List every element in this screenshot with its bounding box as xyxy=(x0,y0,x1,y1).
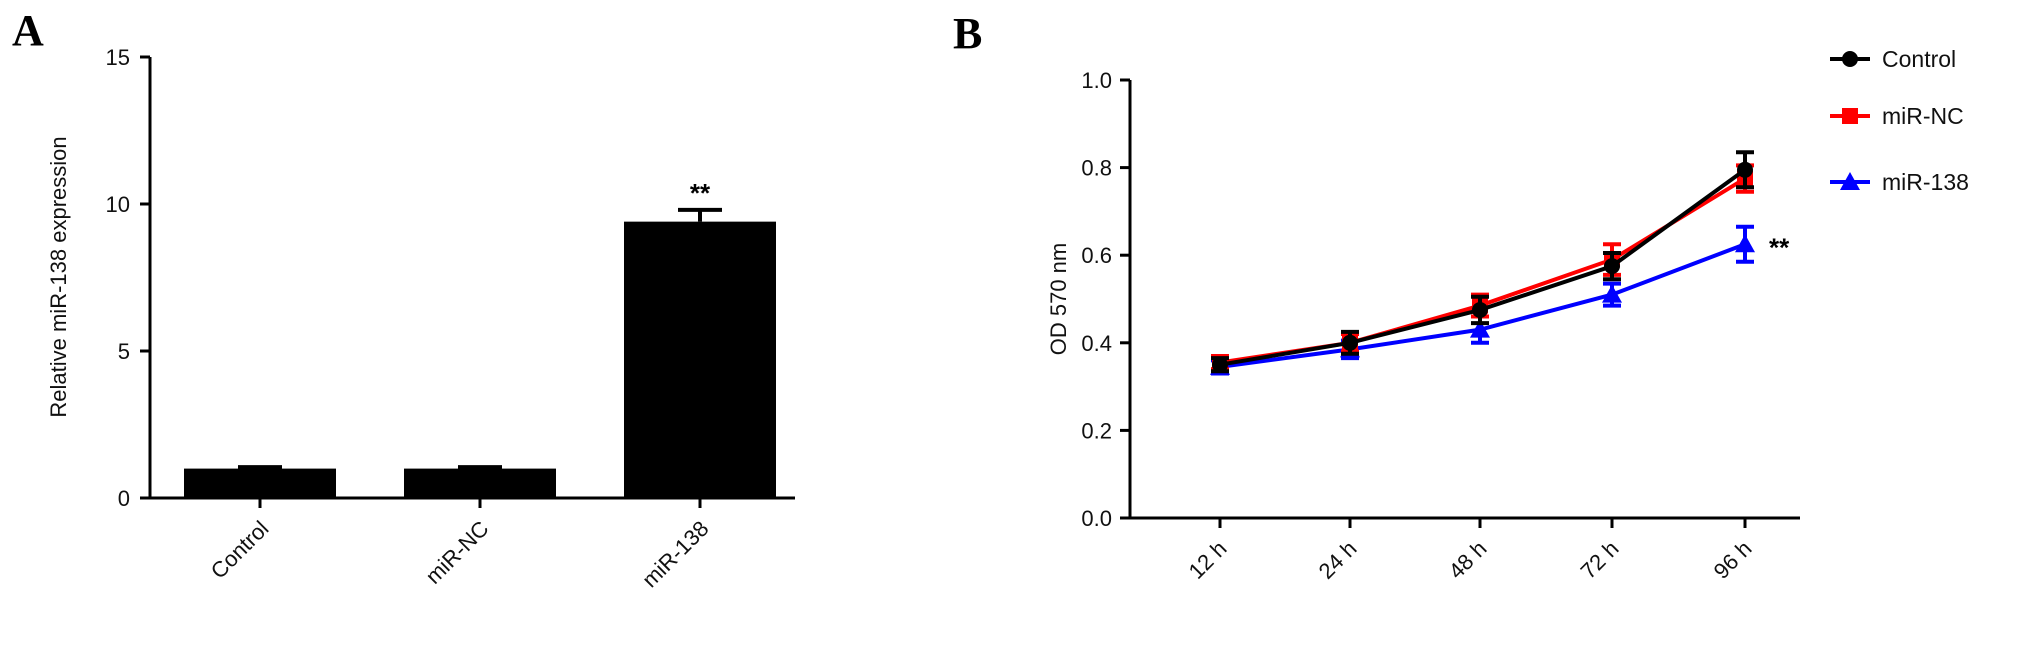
y-tick-label: 0 xyxy=(118,486,130,511)
square-marker xyxy=(1842,108,1858,124)
triangle-marker xyxy=(1470,319,1490,338)
legend-label: Control xyxy=(1882,46,1956,72)
panel-letter-b: B xyxy=(953,9,982,58)
bar xyxy=(624,221,776,498)
line-chart-b: 0.0 0.2 0.4 0.6 0.8 1.0 12 h 24 h 48 h 72 h 96 h **… xyxy=(1046,46,1969,584)
y-tick-label: 5 xyxy=(118,339,130,364)
significance-label: ** xyxy=(1769,232,1790,262)
x-tick-label: 12 h xyxy=(1184,536,1232,584)
triangle-marker xyxy=(1840,172,1860,190)
y-axis-title: Relative miR-138 expression xyxy=(46,136,71,417)
y-tick-label: 15 xyxy=(106,45,130,70)
y-tick-label: 0.8 xyxy=(1081,156,1112,181)
bar xyxy=(404,468,556,498)
bar-chart-a: 0 5 10 15 Control miR-NC miR-138 ** Relative miR… xyxy=(46,45,795,592)
circle-marker xyxy=(1737,161,1753,178)
x-tick-label: 24 h xyxy=(1314,536,1362,584)
y-tick-label: 10 xyxy=(106,192,130,217)
x-tick-label: 96 h xyxy=(1709,536,1757,584)
x-tick-label: Control xyxy=(206,516,274,584)
y-axis-title: OD 570 nm xyxy=(1046,243,1071,356)
circle-marker xyxy=(1604,258,1620,275)
y-tick-label: 0.2 xyxy=(1081,418,1112,443)
y-tick-label: 0.6 xyxy=(1081,243,1112,268)
y-tick-label: 1.0 xyxy=(1081,68,1112,93)
triangle-marker xyxy=(1602,284,1622,303)
x-tick-label: 72 h xyxy=(1576,536,1624,584)
x-tick-label: miR-138 xyxy=(637,516,713,592)
circle-marker xyxy=(1842,51,1858,67)
circle-marker xyxy=(1342,334,1358,351)
circle-marker xyxy=(1472,301,1488,318)
x-tick-label: miR-NC xyxy=(421,516,494,589)
panel-letter-a: A xyxy=(12,6,44,55)
legend-label: miR-NC xyxy=(1882,103,1964,129)
x-tick-label: 48 h xyxy=(1444,536,1492,584)
significance-label: ** xyxy=(690,178,711,208)
y-tick-label: 0.0 xyxy=(1081,506,1112,531)
bar xyxy=(184,468,336,498)
legend-label: miR-138 xyxy=(1882,169,1969,195)
triangle-marker xyxy=(1735,234,1755,253)
circle-marker xyxy=(1212,356,1228,373)
y-tick-label: 0.4 xyxy=(1081,331,1112,356)
